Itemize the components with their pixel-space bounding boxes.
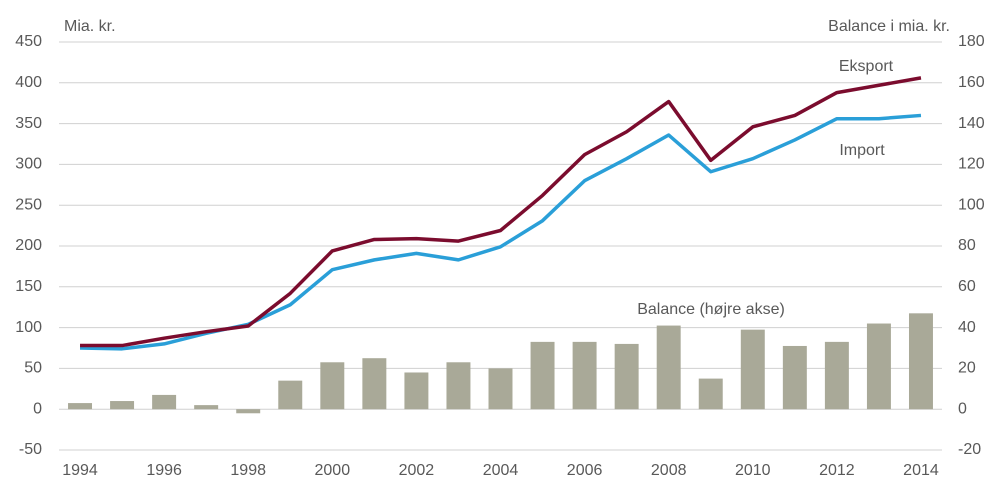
y2-tick-label: 160 bbox=[958, 74, 985, 91]
bar bbox=[572, 341, 597, 410]
bar bbox=[866, 323, 891, 410]
y-tick-label: 50 bbox=[24, 360, 42, 377]
y-tick-label: 100 bbox=[15, 319, 42, 336]
series-label: Balance (højre akse) bbox=[637, 301, 785, 318]
y-tick-label: 450 bbox=[15, 33, 42, 50]
y2-axis-label: Balance i mia. kr. bbox=[828, 18, 950, 35]
series-label: Import bbox=[839, 142, 885, 159]
x-tick-label: 2006 bbox=[567, 462, 603, 479]
y-tick-label: -50 bbox=[19, 441, 42, 458]
bar bbox=[698, 378, 723, 410]
x-tick-label: 2014 bbox=[903, 462, 939, 479]
x-tick-label: 2012 bbox=[819, 462, 855, 479]
x-tick-label: 1998 bbox=[230, 462, 266, 479]
y2-tick-label: 0 bbox=[958, 400, 967, 417]
y-tick-label: 300 bbox=[15, 156, 42, 173]
bar bbox=[614, 343, 639, 410]
bar bbox=[152, 394, 177, 410]
y2-tick-label: 120 bbox=[958, 156, 985, 173]
x-tick-label: 2004 bbox=[483, 462, 519, 479]
y-tick-label: 0 bbox=[33, 400, 42, 417]
x-tick-label: 2002 bbox=[399, 462, 435, 479]
series-label: Eksport bbox=[839, 58, 894, 75]
bar bbox=[194, 405, 219, 410]
bar bbox=[68, 403, 93, 410]
x-tick-label: 2008 bbox=[651, 462, 687, 479]
bar bbox=[488, 368, 513, 410]
y-tick-label: 200 bbox=[15, 237, 42, 254]
x-tick-label: 1996 bbox=[146, 462, 182, 479]
bar bbox=[446, 362, 471, 410]
y2-tick-label: 80 bbox=[958, 237, 976, 254]
y2-tick-label: 40 bbox=[958, 319, 976, 336]
y2-tick-label: 100 bbox=[958, 196, 985, 213]
x-tick-label: 2010 bbox=[735, 462, 771, 479]
y-tick-label: 400 bbox=[15, 74, 42, 91]
y-tick-label: 350 bbox=[15, 115, 42, 132]
y2-tick-label: 20 bbox=[958, 360, 976, 377]
bar bbox=[656, 325, 681, 410]
y-axis-label: Mia. kr. bbox=[64, 18, 116, 35]
y2-tick-label: -20 bbox=[958, 441, 981, 458]
line bbox=[80, 76, 922, 348]
y2-tick-label: 60 bbox=[958, 278, 976, 295]
marks bbox=[68, 76, 933, 414]
y-tick-label: 250 bbox=[15, 196, 42, 213]
bar bbox=[824, 341, 849, 410]
bar bbox=[782, 345, 807, 410]
bar bbox=[236, 409, 261, 414]
bar bbox=[362, 358, 387, 410]
x-tick-label: 2000 bbox=[315, 462, 351, 479]
bar bbox=[740, 329, 765, 410]
y2-tick-label: 140 bbox=[958, 115, 985, 132]
bar bbox=[908, 313, 933, 410]
bar bbox=[320, 362, 345, 410]
bar bbox=[110, 401, 135, 410]
y-tick-label: 150 bbox=[15, 278, 42, 295]
bar bbox=[404, 372, 429, 410]
y2-tick-label: 180 bbox=[958, 33, 985, 50]
bar bbox=[278, 380, 303, 410]
x-tick-label: 1994 bbox=[62, 462, 98, 479]
bar bbox=[530, 341, 555, 410]
